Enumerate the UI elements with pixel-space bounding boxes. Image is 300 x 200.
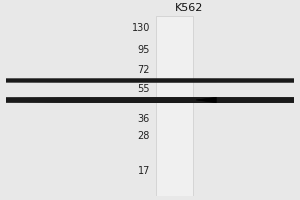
- Text: 36: 36: [138, 114, 150, 124]
- Text: 95: 95: [138, 45, 150, 55]
- Polygon shape: [196, 97, 216, 103]
- Text: 130: 130: [132, 23, 150, 33]
- Text: 17: 17: [138, 166, 150, 176]
- Circle shape: [0, 97, 300, 103]
- Text: 55: 55: [137, 84, 150, 94]
- Circle shape: [0, 78, 300, 83]
- Text: 72: 72: [137, 65, 150, 75]
- Text: 28: 28: [138, 131, 150, 141]
- Bar: [156, 16, 193, 196]
- Text: K562: K562: [175, 3, 203, 13]
